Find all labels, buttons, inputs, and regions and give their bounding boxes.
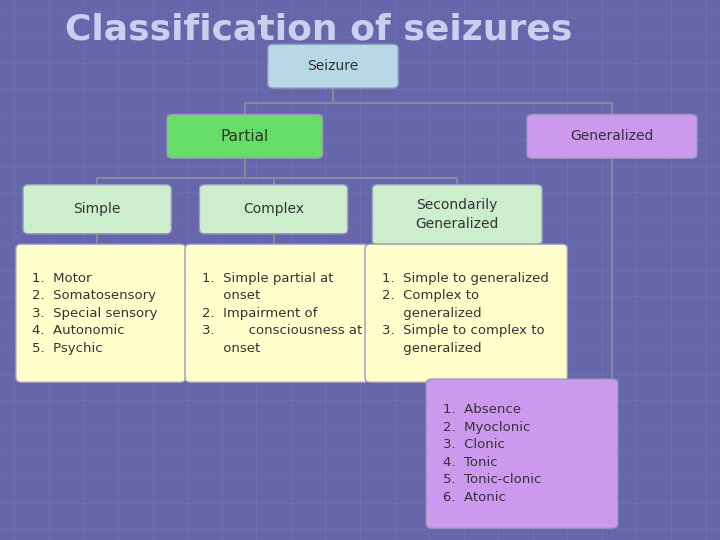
Text: 1.  Simple to generalized
2.  Complex to
     generalized
3.  Simple to complex : 1. Simple to generalized 2. Complex to g… bbox=[382, 272, 549, 355]
Text: Classification of seizures: Classification of seizures bbox=[65, 13, 572, 46]
Text: 1.  Simple partial at
     onset
2.  Impairment of
3.        consciousness at
  : 1. Simple partial at onset 2. Impairment… bbox=[202, 272, 362, 355]
Text: Secondarily
Generalized: Secondarily Generalized bbox=[415, 198, 499, 231]
FancyBboxPatch shape bbox=[372, 185, 542, 245]
FancyBboxPatch shape bbox=[527, 114, 697, 158]
Text: Generalized: Generalized bbox=[570, 130, 654, 143]
FancyBboxPatch shape bbox=[23, 185, 171, 234]
FancyBboxPatch shape bbox=[185, 244, 369, 382]
Text: 1.  Absence
2.  Myoclonic
3.  Clonic
4.  Tonic
5.  Tonic-clonic
6.  Atonic: 1. Absence 2. Myoclonic 3. Clonic 4. Ton… bbox=[443, 403, 541, 504]
Text: 1.  Motor
2.  Somatosensory
3.  Special sensory
4.  Autonomic
5.  Psychic: 1. Motor 2. Somatosensory 3. Special sen… bbox=[32, 272, 158, 355]
Text: Partial: Partial bbox=[220, 129, 269, 144]
FancyBboxPatch shape bbox=[16, 244, 186, 382]
FancyBboxPatch shape bbox=[268, 44, 398, 88]
FancyBboxPatch shape bbox=[365, 244, 567, 382]
Text: Seizure: Seizure bbox=[307, 59, 359, 73]
Text: Complex: Complex bbox=[243, 202, 304, 216]
Text: Simple: Simple bbox=[73, 202, 121, 216]
FancyBboxPatch shape bbox=[199, 185, 348, 234]
FancyBboxPatch shape bbox=[167, 114, 323, 158]
FancyBboxPatch shape bbox=[426, 379, 618, 528]
